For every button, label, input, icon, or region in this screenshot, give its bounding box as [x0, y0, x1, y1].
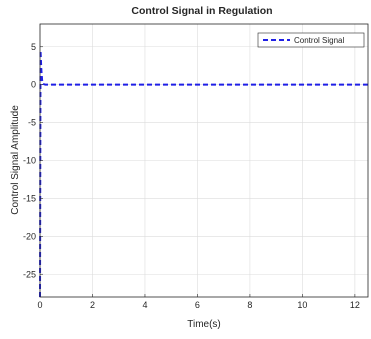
- y-tick-label: 0: [31, 80, 36, 90]
- y-tick-label: -20: [23, 231, 36, 241]
- x-tick-label: 10: [297, 300, 307, 310]
- x-tick-label: 4: [142, 300, 147, 310]
- series-layer: [39, 50, 368, 298]
- tick-labels: 0 2 4 6 8 10 12 5 0 -5 -10 -15 -20 -25: [23, 42, 360, 310]
- series-line-control-signal: [39, 50, 368, 298]
- y-tick-label: -15: [23, 193, 36, 203]
- x-tick-label: 12: [350, 300, 360, 310]
- x-tick-label: 8: [247, 300, 252, 310]
- y-axis-label: Control Signal Amplitude: [10, 105, 21, 215]
- y-tick-label: -5: [28, 118, 36, 128]
- x-tick-label: 0: [37, 300, 42, 310]
- legend: Control Signal: [257, 32, 365, 48]
- y-tick-label: -10: [23, 156, 36, 166]
- legend-label-control-signal: Control Signal: [294, 36, 344, 45]
- x-tick-label: 6: [195, 300, 200, 310]
- x-axis-label: Time(s): [187, 319, 221, 330]
- legend-box: [257, 32, 365, 48]
- chart-title: Control Signal in Regulation: [131, 5, 272, 17]
- y-tick-label: 5: [31, 42, 36, 52]
- x-tick-label: 2: [90, 300, 95, 310]
- y-tick-label: -25: [23, 269, 36, 279]
